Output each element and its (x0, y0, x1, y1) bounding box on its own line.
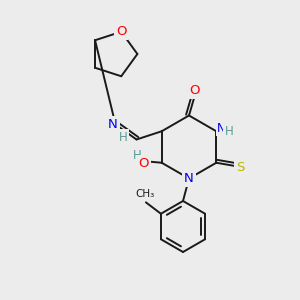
Text: O: O (139, 157, 149, 170)
Text: N: N (217, 122, 226, 135)
Text: H: H (224, 125, 233, 138)
Text: N: N (184, 172, 194, 185)
Text: O: O (116, 25, 127, 38)
Text: O: O (189, 84, 200, 97)
Text: H: H (118, 130, 127, 144)
Text: N: N (108, 118, 118, 131)
Text: CH₃: CH₃ (136, 189, 155, 199)
Text: H: H (132, 149, 141, 162)
Text: S: S (236, 161, 244, 174)
